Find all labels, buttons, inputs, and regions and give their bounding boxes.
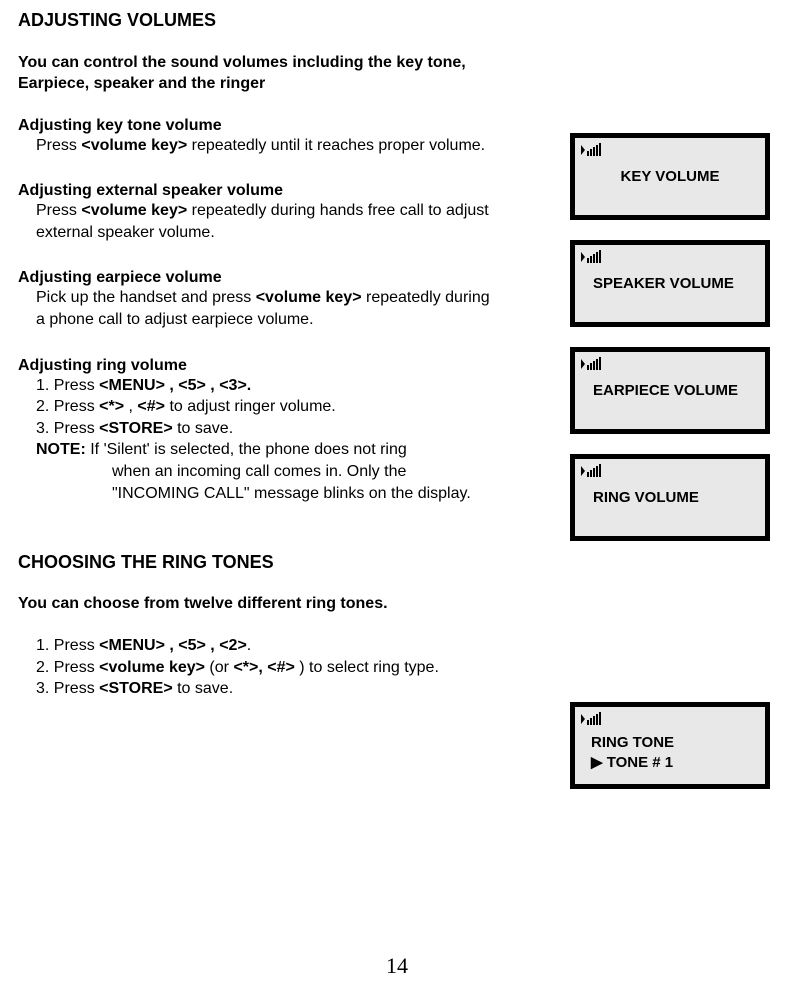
star-hash-keys: <*>, <#>: [233, 659, 294, 676]
volume-key-label: <volume key>: [256, 289, 362, 306]
text: repeatedly during hands free call to adj…: [187, 202, 489, 219]
screen-label: RING VOLUME: [583, 465, 757, 506]
volume-key-label: <volume key>: [81, 202, 187, 219]
text: 1. Press: [36, 377, 99, 394]
text: .: [247, 637, 251, 654]
note-label: NOTE:: [36, 441, 86, 458]
text: 2. Press: [36, 398, 99, 415]
text: external speaker volume.: [36, 224, 215, 241]
earpiece-instruction: Pick up the handset and press <volume ke…: [36, 287, 583, 330]
menu-keys: <MENU> , <5> , <3>.: [99, 377, 251, 394]
signal-icon: [581, 250, 605, 264]
screen-label: EARPIECE VOLUME: [583, 358, 757, 399]
signal-icon: [581, 143, 605, 157]
text: Pick up the handset and press: [36, 289, 256, 306]
text: repeatedly during: [362, 289, 490, 306]
screen-ring-tone: RING TONE ▶ TONE # 1: [570, 702, 770, 789]
volume-key-label: <volume key>: [81, 137, 187, 154]
store-key: <STORE>: [99, 680, 173, 697]
text: 3. Press: [36, 420, 99, 437]
page-title: ADJUSTING VOLUMES: [18, 10, 583, 31]
ringtone-line2: ▶ TONE # 1: [591, 753, 757, 773]
keytone-instruction: Press <volume key> repeatedly until it r…: [36, 135, 583, 157]
text: to save.: [173, 680, 233, 697]
screen-speaker-volume: SPEAKER VOLUME: [570, 240, 770, 327]
text: to adjust ringer volume.: [165, 398, 336, 415]
text: 3. Press: [36, 680, 99, 697]
text: a phone call to adjust earpiece volume.: [36, 311, 314, 328]
intro-text: You can control the sound volumes includ…: [18, 53, 583, 95]
text: repeatedly until it reaches proper volum…: [187, 137, 485, 154]
text: 2. Press: [36, 659, 99, 676]
screen-ring-volume: RING VOLUME: [570, 454, 770, 541]
text: Press: [36, 202, 81, 219]
screen-key-volume: KEY VOLUME: [570, 133, 770, 220]
page-number: 14: [0, 953, 794, 979]
volume-key-label: <volume key>: [99, 659, 205, 676]
text: 1. Press: [36, 637, 99, 654]
screen-label-lines: RING TONE ▶ TONE # 1: [583, 713, 757, 772]
main-content: ADJUSTING VOLUMES You can control the so…: [18, 10, 583, 700]
phone-screens-column: KEY VOLUME SPEAKER VOLUME: [570, 133, 770, 561]
ring-heading: Adjusting ring volume: [18, 357, 583, 375]
text: ,: [124, 398, 137, 415]
speaker-heading: Adjusting external speaker volume: [18, 182, 583, 200]
phone-screen-ringtone: RING TONE ▶ TONE # 1: [570, 702, 770, 809]
ring-instructions: 1. Press <MENU> , <5> , <3>. 2. Press <*…: [36, 375, 583, 505]
text: (or: [205, 659, 233, 676]
signal-icon: [581, 712, 605, 726]
earpiece-heading: Adjusting earpiece volume: [18, 269, 583, 287]
hash-key: <#>: [137, 398, 165, 415]
text: to save.: [173, 420, 233, 437]
ringtone-instructions: 1. Press <MENU> , <5> , <2>. 2. Press <v…: [36, 635, 583, 700]
text: ) to select ring type.: [295, 659, 439, 676]
intro-line2: Earpiece, speaker and the ringer: [18, 75, 265, 92]
star-key: <*>: [99, 398, 124, 415]
note-text: "INCOMING CALL" message blinks on the di…: [112, 485, 471, 502]
ringtone-intro: You can choose from twelve different rin…: [18, 595, 583, 613]
section-title-ringtones: CHOOSING THE RING TONES: [18, 552, 583, 573]
intro-line1: You can control the sound volumes includ…: [18, 54, 466, 71]
note-text: when an incoming call comes in. Only the: [112, 463, 406, 480]
screen-label: SPEAKER VOLUME: [583, 251, 757, 292]
speaker-instruction: Press <volume key> repeatedly during han…: [36, 200, 583, 243]
menu-keys: <MENU> , <5> , <2>: [99, 637, 247, 654]
signal-icon: [581, 464, 605, 478]
ringtone-line1: RING TONE: [591, 733, 757, 753]
store-key: <STORE>: [99, 420, 173, 437]
screen-earpiece-volume: EARPIECE VOLUME: [570, 347, 770, 434]
keytone-heading: Adjusting key tone volume: [18, 117, 583, 135]
note-text: If 'Silent' is selected, the phone does …: [86, 441, 407, 458]
signal-icon: [581, 357, 605, 371]
text: Press: [36, 137, 81, 154]
screen-label: KEY VOLUME: [583, 144, 757, 185]
